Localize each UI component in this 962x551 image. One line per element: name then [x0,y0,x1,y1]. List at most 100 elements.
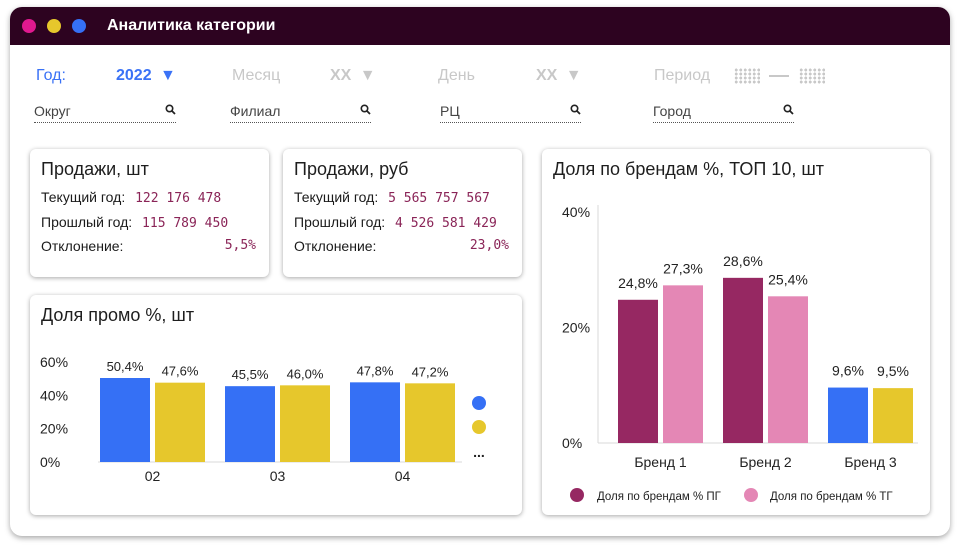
data-label: 25,4% [768,271,808,287]
brand-chart-title: Доля по брендам %, ТОП 10, шт [553,159,825,179]
gorod-search[interactable]: Город [653,103,794,123]
row-label: Текущий год: [41,189,126,205]
year-label: Год: [36,67,66,84]
data-label: 27,3% [663,260,703,276]
x-tick-label: Бренд 3 [844,454,897,470]
row-label: Отклонение: [41,238,124,254]
y-tick-label: 40% [40,387,68,403]
current-year-row: Текущий год: 122 176 478 [41,189,256,206]
row-value: 5 565 757 567 [388,191,490,206]
data-label: 50,4% [107,359,144,374]
deviation-row: Отклонение: 5,5% [41,238,256,254]
row-label: Прошлый год: [41,214,133,230]
x-tick-label: Бренд 2 [739,454,792,470]
legend-dot [744,488,758,502]
y-tick-label: 60% [40,354,68,370]
calendar-end-icon [798,67,825,84]
y-tick-label: 20% [562,320,590,336]
title-bar: Аналитика категории [10,7,950,45]
y-tick-label: 40% [562,204,590,220]
okrug-placeholder: Округ [34,103,71,119]
y-tick-label: 0% [40,454,60,470]
y-tick-label: 0% [562,435,582,451]
promo-chart: 0% 20% 40% 60% 50,4% 47,6% 02 45,5% 46,0% 03 47,8%… [40,354,486,484]
year-select[interactable]: 2022 ▼ [116,67,176,85]
row-value: 122 176 478 [135,191,222,206]
promo-share-card: Доля промо %, шт 0% 20% 40% 60% 50,4% 47,6% 02… [30,295,522,515]
gorod-placeholder: Город [653,103,691,119]
sales-rub-title: Продажи, руб [294,159,409,179]
period-label: Период [654,67,711,84]
filial-search[interactable]: Филиал [230,103,371,123]
data-label: 9,5% [877,363,909,379]
row-value: 4 526 581 429 [395,216,497,231]
previous-year-row: Прошлый год: 4 526 581 429 [294,214,509,231]
legend-dot [472,396,486,410]
x-tick-label: Бренд 1 [634,454,687,470]
bar [768,296,808,443]
promo-chart-title: Доля промо %, шт [41,305,195,325]
search-icon [783,104,794,115]
data-label: 47,8% [357,363,394,378]
chevron-down-icon: ▼ [359,67,376,84]
bar [280,385,330,462]
row-value: 115 789 450 [142,216,229,231]
bar [828,387,868,443]
legend-more-icon: ... [473,444,485,460]
month-select[interactable]: XX ▼ [330,67,376,85]
legend-label: Доля по брендам % ТГ [770,491,893,503]
bar [225,386,275,462]
calendar-start-icon [734,67,760,84]
bar [100,378,150,462]
day-select[interactable]: XX ▼ [536,67,582,85]
legend-dot [472,420,486,434]
filter-bar: Год: 2022 ▼ Месяц XX ▼ День XX ▼ Период … [10,45,950,135]
row-label: Отклонение: [294,238,377,254]
day-value: XX [536,67,558,84]
sales-units-title: Продажи, шт [41,159,149,179]
maximize-window-dot[interactable] [72,19,86,33]
data-label: 28,6% [723,253,763,269]
month-value: XX [330,67,352,84]
search-icon [360,104,371,115]
data-label: 9,6% [832,363,864,379]
row-value: 5,5% [224,238,256,253]
year-value: 2022 [116,67,152,84]
data-label: 47,6% [162,364,199,379]
search-icon [165,104,176,115]
app-window: Аналитика категории Год: 2022 ▼ Месяц XX… [10,7,950,536]
close-window-dot[interactable] [22,19,36,33]
chevron-down-icon: ▼ [565,67,582,84]
search-icon [570,104,581,115]
filial-placeholder: Филиал [230,103,281,119]
sales-rub-card: Продажи, руб Текущий год: 5 565 757 567 … [283,149,522,277]
row-label: Прошлый год: [294,214,386,230]
okrug-search[interactable]: Округ [34,103,176,123]
x-tick-label: 03 [270,468,286,484]
x-tick-label: 02 [145,468,161,484]
data-label: 46,0% [287,366,324,381]
period-picker[interactable] [734,67,825,85]
rc-search[interactable]: РЦ [440,103,581,123]
chevron-down-icon: ▼ [160,67,176,84]
minimize-window-dot[interactable] [47,19,61,33]
row-label: Текущий год: [294,189,379,205]
bar [350,382,400,462]
deviation-row: Отклонение: 23,0% [294,238,509,254]
brand-share-card: Доля по брендам %, ТОП 10, шт 0% 20% 40% 24… [542,149,930,515]
range-dash-icon [769,74,790,77]
current-year-row: Текущий год: 5 565 757 567 [294,189,509,206]
bar [723,277,763,443]
day-label: День [438,67,475,84]
data-label: 24,8% [618,275,658,291]
bar [873,388,913,443]
window-title: Аналитика категории [107,17,276,34]
legend-dot [570,488,584,502]
data-label: 47,2% [412,364,449,379]
bar [155,382,205,462]
bar [405,383,455,462]
legend-label: Доля по брендам % ПГ [597,491,722,503]
bar [663,285,703,443]
row-value: 23,0% [469,238,509,253]
bar [618,299,658,443]
